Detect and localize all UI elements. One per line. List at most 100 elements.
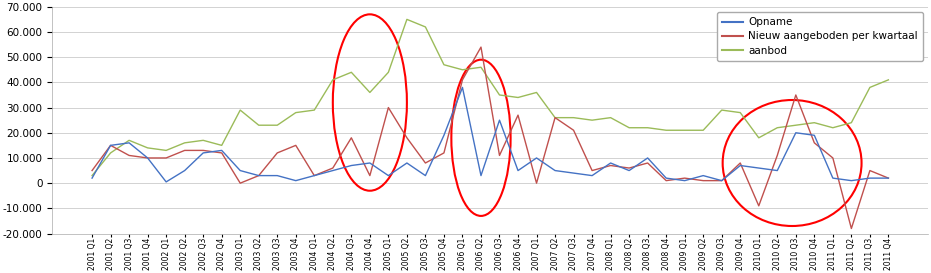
Nieuw aangeboden per kwartaal: [642, 161, 654, 165]
Opname: [735, 164, 746, 167]
aanbod: [160, 149, 171, 152]
Nieuw aangeboden per kwartaal: [87, 169, 98, 172]
Opname: [845, 179, 857, 182]
Nieuw aangeboden per kwartaal: [124, 154, 135, 157]
Nieuw aangeboden per kwartaal: [253, 174, 264, 177]
aanbod: [420, 25, 431, 29]
Line: aanbod: aanbod: [92, 19, 888, 176]
Opname: [549, 169, 560, 172]
aanbod: [642, 126, 654, 129]
aanbod: [697, 129, 708, 132]
aanbod: [568, 116, 579, 119]
aanbod: [735, 111, 746, 114]
Opname: [790, 131, 802, 134]
Opname: [809, 134, 820, 137]
Opname: [272, 174, 283, 177]
Nieuw aangeboden per kwartaal: [883, 176, 894, 180]
Nieuw aangeboden per kwartaal: [587, 169, 598, 172]
Nieuw aangeboden per kwartaal: [345, 136, 357, 140]
Nieuw aangeboden per kwartaal: [864, 169, 875, 172]
aanbod: [790, 124, 802, 127]
aanbod: [512, 96, 523, 99]
Opname: [197, 151, 209, 155]
Nieuw aangeboden per kwartaal: [401, 136, 412, 140]
Nieuw aangeboden per kwartaal: [142, 156, 154, 160]
aanbod: [309, 108, 320, 112]
Nieuw aangeboden per kwartaal: [845, 227, 857, 230]
Nieuw aangeboden per kwartaal: [828, 156, 839, 160]
aanbod: [772, 126, 783, 129]
Nieuw aangeboden per kwartaal: [661, 179, 672, 182]
Opname: [142, 156, 154, 160]
Nieuw aangeboden per kwartaal: [512, 114, 523, 117]
Nieuw aangeboden per kwartaal: [772, 154, 783, 157]
Nieuw aangeboden per kwartaal: [439, 151, 450, 155]
Nieuw aangeboden per kwartaal: [235, 182, 246, 185]
aanbod: [753, 136, 764, 140]
Nieuw aangeboden per kwartaal: [216, 151, 227, 155]
Opname: [309, 174, 320, 177]
Nieuw aangeboden per kwartaal: [624, 167, 635, 170]
Line: Opname: Opname: [92, 87, 888, 182]
Line: Nieuw aangeboden per kwartaal: Nieuw aangeboden per kwartaal: [92, 47, 888, 229]
Opname: [420, 174, 431, 177]
aanbod: [383, 71, 394, 74]
Nieuw aangeboden per kwartaal: [809, 141, 820, 144]
Opname: [679, 179, 690, 182]
Opname: [290, 179, 302, 182]
aanbod: [679, 129, 690, 132]
aanbod: [87, 174, 98, 177]
Nieuw aangeboden per kwartaal: [549, 116, 560, 119]
aanbod: [290, 111, 302, 114]
Opname: [624, 169, 635, 172]
aanbod: [253, 124, 264, 127]
Opname: [642, 156, 654, 160]
Opname: [383, 174, 394, 177]
Legend: Opname, Nieuw aangeboden per kwartaal, aanbod: Opname, Nieuw aangeboden per kwartaal, a…: [717, 12, 923, 61]
aanbod: [124, 139, 135, 142]
Nieuw aangeboden per kwartaal: [364, 174, 375, 177]
aanbod: [272, 124, 283, 127]
aanbod: [883, 78, 894, 81]
aanbod: [828, 126, 839, 129]
Nieuw aangeboden per kwartaal: [290, 144, 302, 147]
aanbod: [476, 66, 487, 69]
Opname: [327, 169, 338, 172]
Nieuw aangeboden per kwartaal: [457, 78, 468, 81]
Opname: [716, 179, 727, 182]
Opname: [439, 134, 450, 137]
Opname: [105, 144, 116, 147]
Opname: [253, 174, 264, 177]
aanbod: [864, 86, 875, 89]
Nieuw aangeboden per kwartaal: [309, 174, 320, 177]
Nieuw aangeboden per kwartaal: [494, 154, 506, 157]
aanbod: [327, 78, 338, 81]
aanbod: [661, 129, 672, 132]
aanbod: [809, 121, 820, 124]
Opname: [697, 174, 708, 177]
Opname: [864, 176, 875, 180]
aanbod: [364, 91, 375, 94]
Nieuw aangeboden per kwartaal: [735, 161, 746, 165]
Opname: [216, 149, 227, 152]
Nieuw aangeboden per kwartaal: [531, 182, 542, 185]
aanbod: [439, 63, 450, 66]
Opname: [828, 176, 839, 180]
aanbod: [105, 151, 116, 155]
Opname: [494, 118, 506, 122]
Nieuw aangeboden per kwartaal: [476, 46, 487, 49]
Opname: [661, 176, 672, 180]
aanbod: [716, 108, 727, 112]
aanbod: [494, 93, 506, 97]
Nieuw aangeboden per kwartaal: [716, 179, 727, 182]
Nieuw aangeboden per kwartaal: [327, 167, 338, 170]
Nieuw aangeboden per kwartaal: [272, 151, 283, 155]
Opname: [531, 156, 542, 160]
Nieuw aangeboden per kwartaal: [160, 156, 171, 160]
Nieuw aangeboden per kwartaal: [790, 93, 802, 97]
aanbod: [624, 126, 635, 129]
Nieuw aangeboden per kwartaal: [697, 179, 708, 182]
Nieuw aangeboden per kwartaal: [197, 149, 209, 152]
Opname: [87, 176, 98, 180]
aanbod: [605, 116, 616, 119]
